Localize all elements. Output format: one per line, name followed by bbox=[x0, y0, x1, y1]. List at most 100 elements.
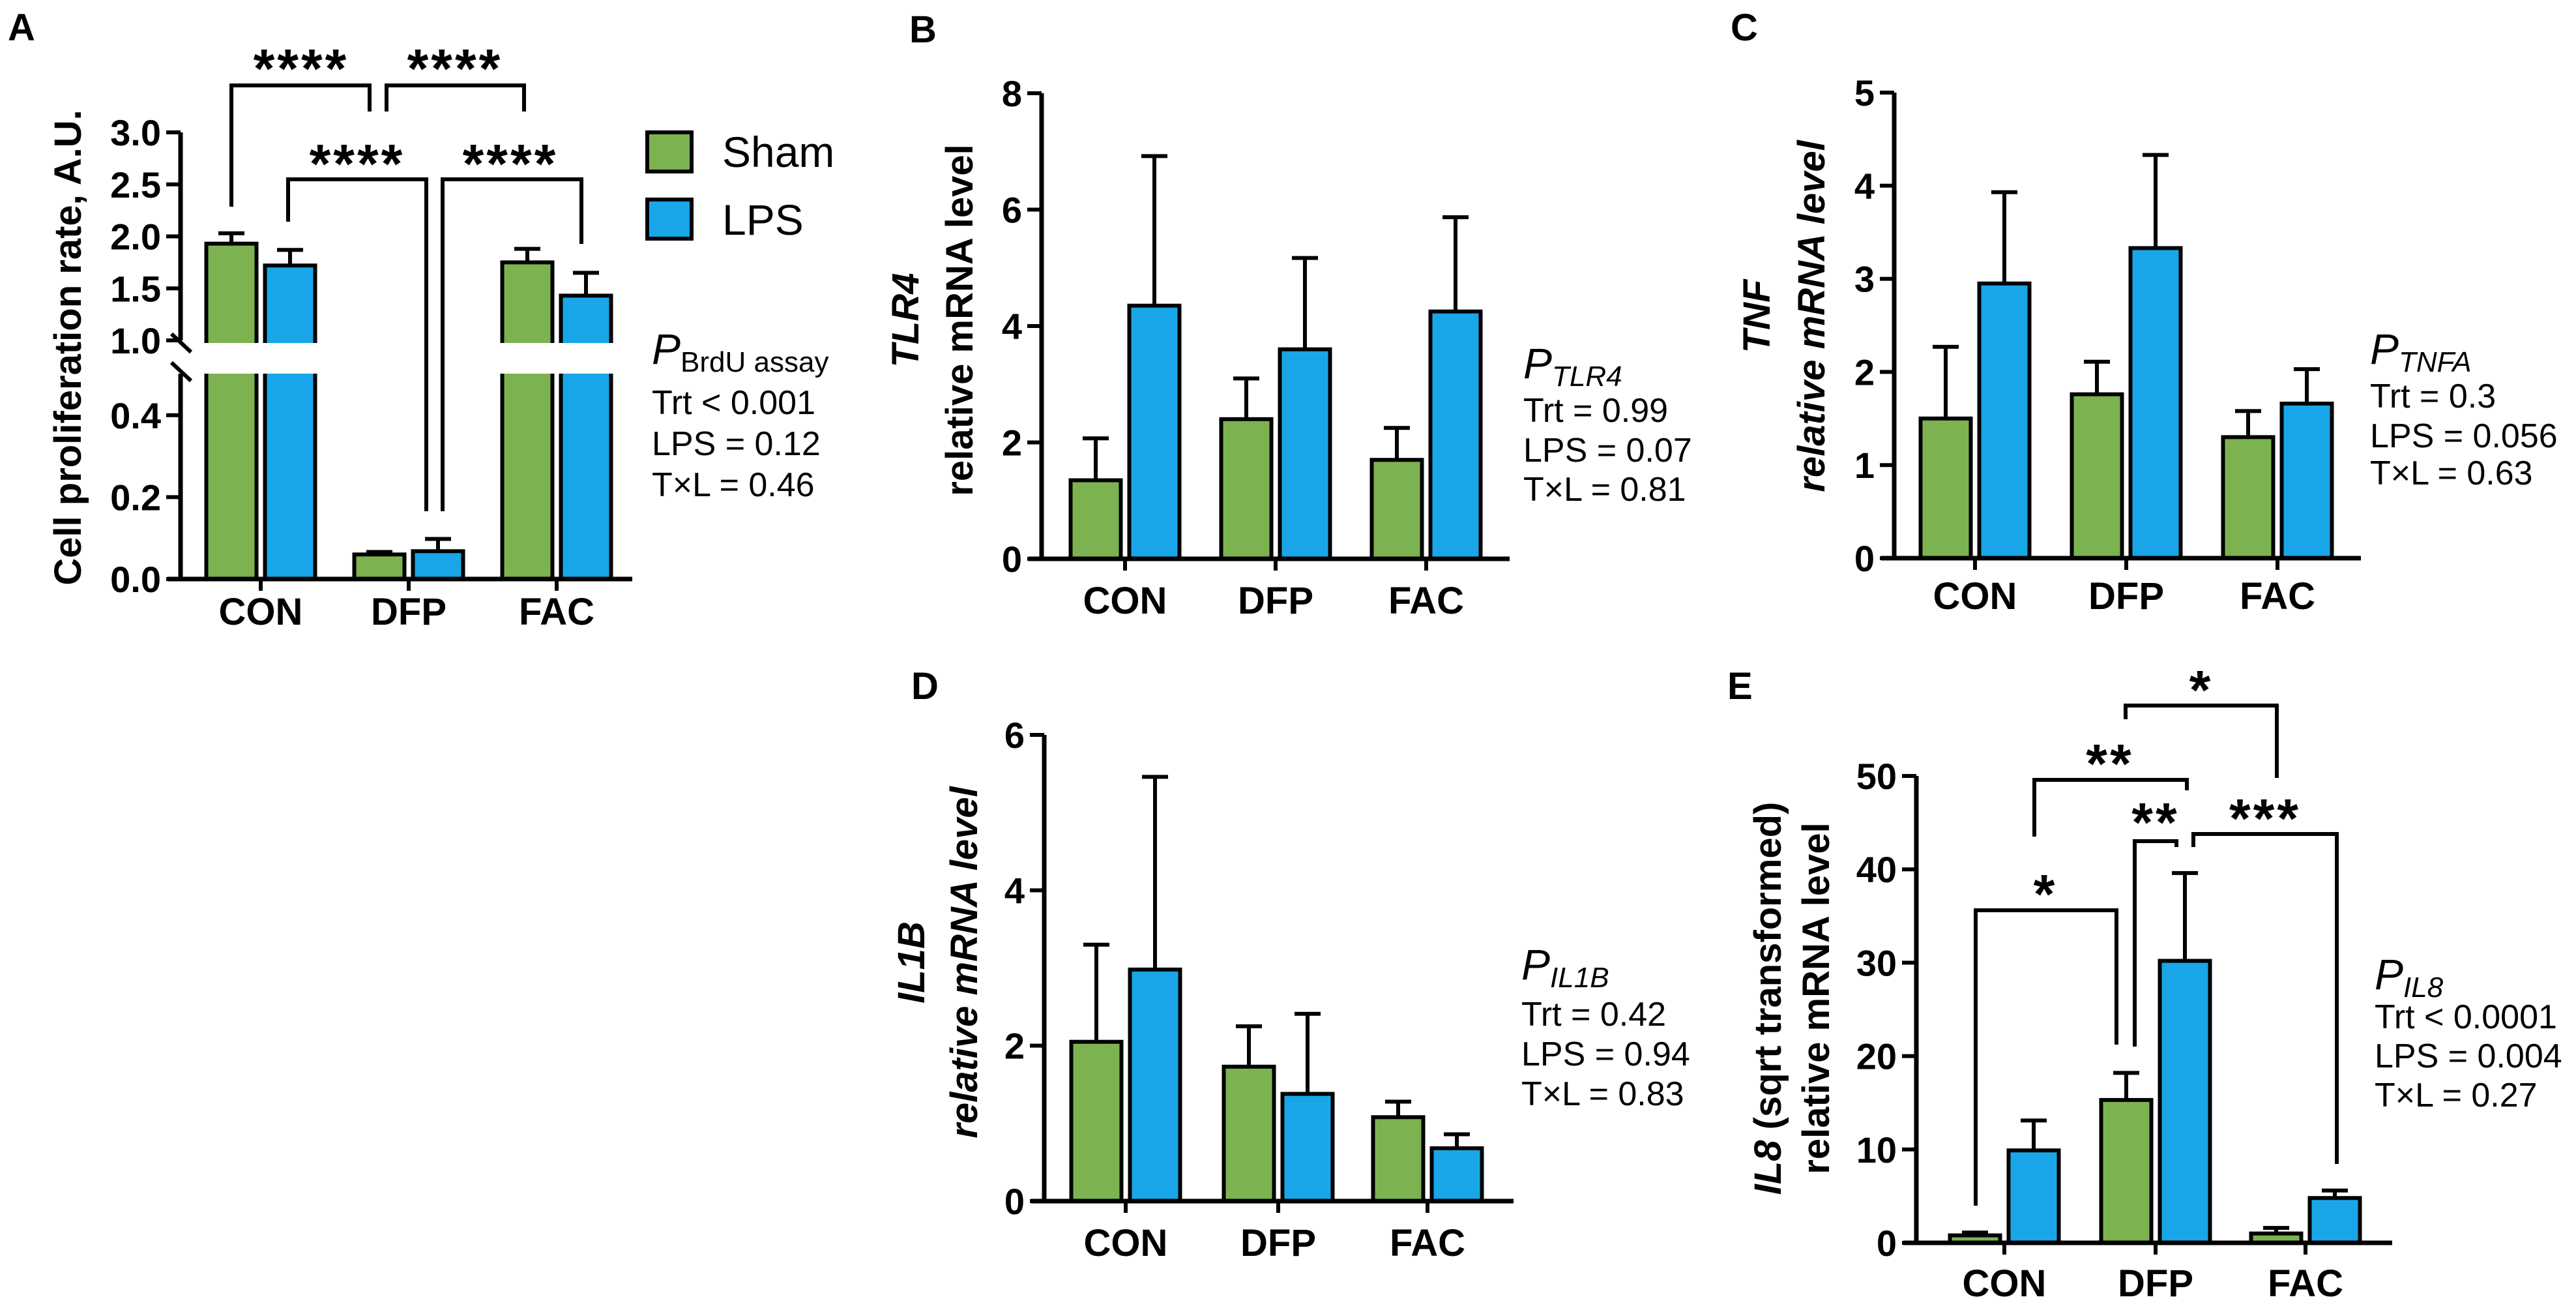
y-axis-label: TLR4 bbox=[885, 273, 927, 368]
stats-p-label: PBrdU assay bbox=[652, 325, 828, 378]
y-axis-label: IL1B bbox=[890, 921, 933, 1004]
panel-letter: A bbox=[8, 7, 35, 49]
bar-lps-con bbox=[2006, 1148, 2061, 1245]
significance-bracket bbox=[2191, 832, 2339, 1164]
y-axis-label: TNF bbox=[1736, 278, 1778, 353]
y-tick-label: 4 bbox=[1002, 306, 1022, 347]
y-tick-label: 3 bbox=[1854, 259, 1875, 300]
bar-sham-con bbox=[1068, 478, 1123, 561]
y-tick-label: 40 bbox=[1856, 849, 1897, 890]
y-tick-label: 0 bbox=[1854, 538, 1875, 579]
stats-line: LPS = 0.94 bbox=[1521, 1035, 1690, 1073]
x-tick-label: CON bbox=[219, 591, 303, 633]
x-tick-label: FAC bbox=[1388, 580, 1464, 622]
y-tick-label: 6 bbox=[1002, 190, 1022, 231]
y-tick-label: 8 bbox=[1002, 73, 1022, 114]
y-tick-label: 2 bbox=[1004, 1026, 1025, 1067]
bar-lps-con bbox=[1127, 303, 1182, 561]
x-tick-label: DFP bbox=[1240, 1222, 1316, 1264]
significance-bracket bbox=[1974, 908, 2118, 1206]
bar-lps-con bbox=[1977, 281, 2032, 560]
y-tick-label: 6 bbox=[1004, 715, 1025, 756]
y-axis-label-segment: TNF bbox=[1736, 278, 1778, 353]
legend-label-lps: LPS bbox=[722, 196, 804, 244]
y-tick-label: 0 bbox=[1004, 1181, 1025, 1222]
stats-p-subscript: TLR4 bbox=[1552, 361, 1622, 393]
y-tick-label: 30 bbox=[1856, 942, 1897, 983]
stats-p: P bbox=[1521, 940, 1550, 989]
bar-sham-fac bbox=[500, 260, 555, 581]
stats-line: Trt = 0.99 bbox=[1523, 392, 1668, 430]
stats-p-label: PTNFA bbox=[2370, 325, 2472, 378]
bar-sham-dfp bbox=[1219, 417, 1274, 561]
y-tick-label: 4 bbox=[1854, 166, 1875, 207]
y-tick-label: 0.4 bbox=[110, 395, 161, 436]
stats-p: P bbox=[1523, 339, 1552, 387]
panel-a: A 0.0 0.2 0.4 1.0 1.5 2.0 2.5 3.0 CON DFP FAC Cell p… bbox=[8, 7, 828, 633]
bar-sham-dfp bbox=[2070, 392, 2124, 560]
bar-sham-dfp bbox=[1222, 1064, 1276, 1204]
y-axis-label-segment: IL1B bbox=[890, 921, 933, 1004]
axis-break-gap bbox=[183, 343, 635, 374]
y-axis-label-segment: relative mRNA level bbox=[943, 785, 986, 1138]
axis-break-mark bbox=[169, 332, 193, 354]
y-tick-label: 2.5 bbox=[110, 164, 161, 205]
significance-stars: **** bbox=[463, 133, 559, 194]
y-tick-label: 0 bbox=[1877, 1223, 1897, 1264]
y-tick-label: 2.0 bbox=[110, 216, 161, 258]
significance-stars: *** bbox=[2229, 788, 2301, 849]
bar-lps-con bbox=[263, 263, 317, 581]
bar-sham-dfp bbox=[2099, 1097, 2154, 1245]
stats-line: LPS = 0.004 bbox=[2375, 1037, 2562, 1075]
y-axis-label: relative mRNA level bbox=[943, 785, 986, 1138]
stats-p-subscript: TNFA bbox=[2399, 346, 2472, 378]
stats-line: Trt = 0.3 bbox=[2370, 378, 2496, 415]
stats-line: T×L = 0.83 bbox=[1521, 1075, 1684, 1113]
legend-swatch-lps bbox=[645, 198, 694, 241]
bar-sham-fac bbox=[2221, 435, 2276, 560]
significance-bracket bbox=[2124, 704, 2279, 778]
y-tick-label: 10 bbox=[1856, 1129, 1897, 1170]
significance-stars: **** bbox=[407, 38, 503, 99]
y-axis-label: IL8 (sqrt transformed) bbox=[1747, 802, 1789, 1195]
significance-stars: **** bbox=[254, 38, 349, 99]
y-axis-label-segment: Cell proliferation rate, A.U. bbox=[47, 110, 89, 585]
bar-sham-con bbox=[1069, 1039, 1124, 1204]
y-axis-label-segment: TLR4 bbox=[885, 273, 927, 368]
x-tick-label: DFP bbox=[2118, 1262, 2193, 1305]
axis-break-mark bbox=[169, 361, 193, 383]
y-tick-label: 1.5 bbox=[110, 268, 161, 309]
stats-p-label: PIL1B bbox=[1521, 940, 1609, 994]
bar-lps-dfp bbox=[1280, 1092, 1335, 1204]
legend-label-sham: Sham bbox=[722, 128, 834, 176]
x-tick-label: FAC bbox=[2240, 575, 2315, 618]
y-axis-label: relative mRNA level bbox=[1795, 822, 1837, 1174]
stats-p-label: PIL8 bbox=[2375, 950, 2444, 1004]
bar-sham-con bbox=[204, 241, 259, 582]
stats-line: Trt = 0.42 bbox=[1521, 996, 1666, 1034]
y-tick-label: 1 bbox=[1854, 445, 1875, 486]
stats-p-label: PTLR4 bbox=[1523, 339, 1622, 393]
stats-line: LPS = 0.12 bbox=[652, 425, 821, 463]
bar-sham-con bbox=[1918, 416, 1973, 560]
significance-bracket bbox=[441, 177, 583, 511]
y-axis-label-segment: IL8 bbox=[1747, 1140, 1789, 1195]
panel-letter: D bbox=[911, 665, 939, 707]
stats-p-subscript: IL1B bbox=[1550, 962, 1609, 994]
panel-e: E 0 10 20 30 40 50 CON DFP FAC IL8 (sqrt transform… bbox=[1727, 659, 2562, 1305]
significance-bracket bbox=[385, 83, 526, 112]
y-tick-label: 1.0 bbox=[110, 320, 161, 361]
y-axis-label: relative mRNA level bbox=[1791, 139, 1833, 492]
significance-stars: **** bbox=[310, 133, 405, 194]
bar-lps-fac bbox=[2279, 401, 2334, 561]
stats-p-subscript: IL8 bbox=[2403, 972, 2444, 1004]
bar-sham-fac bbox=[1371, 1115, 1426, 1204]
bar-sham-dfp bbox=[352, 552, 407, 582]
x-tick-label: CON bbox=[1963, 1262, 2047, 1305]
y-tick-label: 0.2 bbox=[110, 477, 161, 518]
y-tick-label: 50 bbox=[1856, 756, 1897, 797]
stats-line: Trt < 0.0001 bbox=[2375, 998, 2557, 1036]
